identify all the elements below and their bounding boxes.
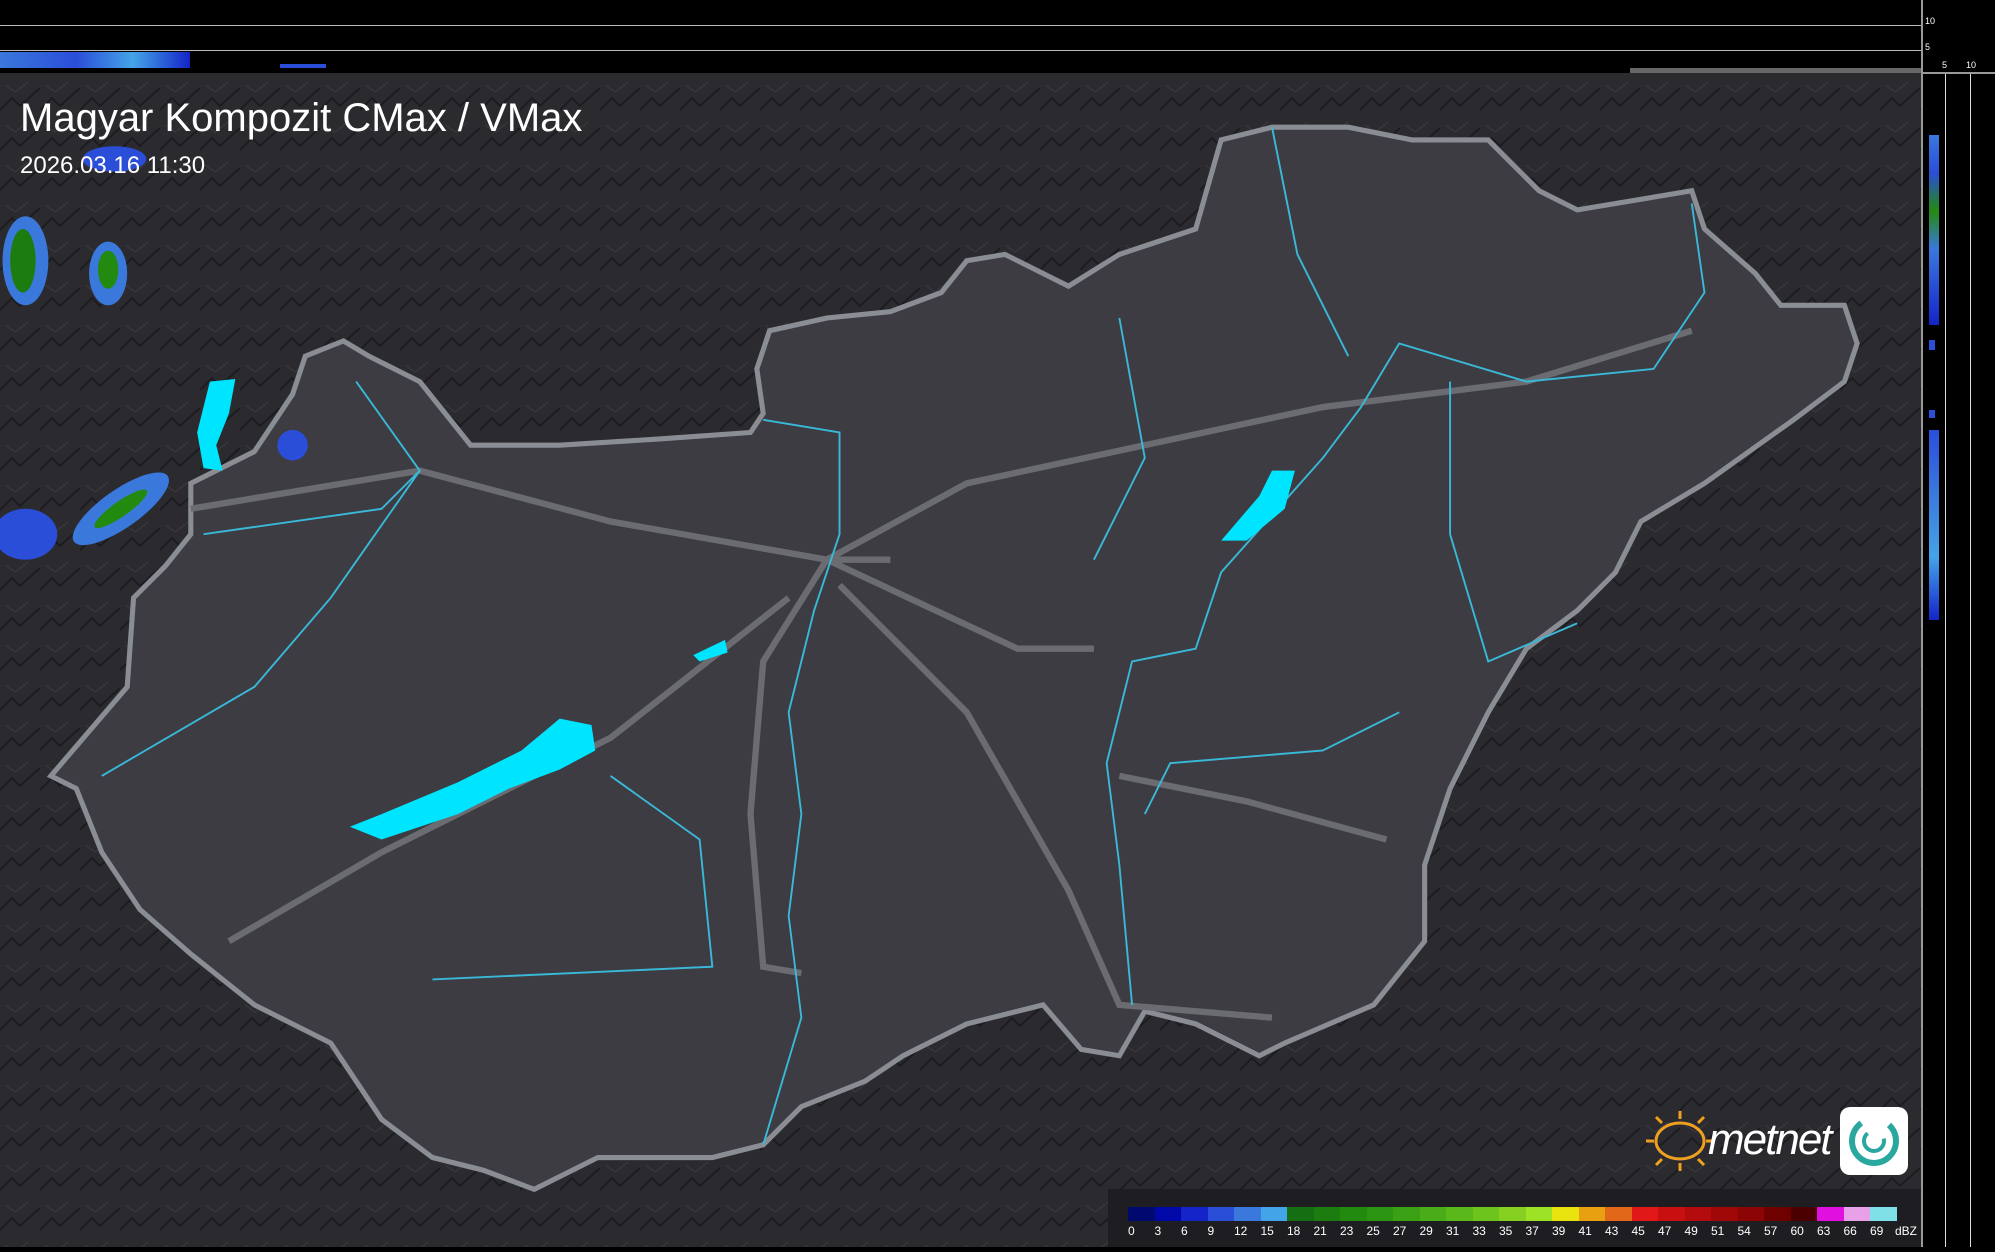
legend-label: 69 bbox=[1870, 1224, 1884, 1238]
legend-swatch bbox=[1340, 1207, 1367, 1221]
legend-label: 27 bbox=[1393, 1224, 1407, 1238]
legend-label: 12 bbox=[1234, 1224, 1248, 1238]
legend-label: 6 bbox=[1181, 1224, 1188, 1238]
legend-swatch bbox=[1181, 1207, 1208, 1221]
horizontal-tick-5: 5 bbox=[1942, 60, 1948, 70]
lake-neusiedl bbox=[197, 379, 236, 471]
legend-label: 0 bbox=[1128, 1224, 1135, 1238]
legend-label: 41 bbox=[1578, 1224, 1592, 1238]
legend-label: 63 bbox=[1817, 1224, 1831, 1238]
right-vertical-profile: 10 5 5 10 bbox=[1921, 0, 1995, 1247]
map-timestamp: 2026.03.16 11:30 bbox=[20, 152, 206, 179]
legend-label: 37 bbox=[1525, 1224, 1539, 1238]
legend-swatch bbox=[1446, 1207, 1473, 1221]
legend-swatch bbox=[1366, 1207, 1393, 1221]
legend-label: 35 bbox=[1499, 1224, 1513, 1238]
legend-swatch bbox=[1419, 1207, 1446, 1221]
legend-label: 9 bbox=[1207, 1224, 1215, 1238]
legend-label: 43 bbox=[1605, 1224, 1619, 1238]
legend-swatch bbox=[1658, 1207, 1685, 1221]
dbz-color-legend: 0 3 6 9 12 15 18 21 23 25 27 29 31 33 35 37 39 41 43 45 47 49… bbox=[1108, 1189, 1921, 1247]
vertical-tick-10: 10 bbox=[1925, 16, 1936, 26]
radar-echoes bbox=[0, 146, 308, 560]
map-svg bbox=[0, 73, 1921, 1247]
legend-swatch bbox=[1499, 1207, 1526, 1221]
legend-label: 25 bbox=[1366, 1224, 1380, 1238]
legend-label: 33 bbox=[1472, 1224, 1486, 1238]
legend-swatch bbox=[1764, 1207, 1791, 1221]
legend-swatch bbox=[1207, 1207, 1234, 1221]
legend-label: 29 bbox=[1419, 1224, 1433, 1238]
legend-swatch bbox=[1843, 1207, 1870, 1221]
legend-label: 51 bbox=[1711, 1224, 1725, 1238]
legend-labels: 0 3 6 9 12 15 18 21 23 25 27 29 31 33 35 37 39 41 43 45 47 49… bbox=[1128, 1224, 1897, 1238]
legend-swatch bbox=[1631, 1207, 1658, 1221]
legend-swatch bbox=[1287, 1207, 1314, 1221]
legend-label: 31 bbox=[1446, 1224, 1460, 1238]
hungary-outline bbox=[46, 124, 1860, 1193]
legend-swatch bbox=[1128, 1207, 1155, 1221]
legend-label: 49 bbox=[1684, 1224, 1698, 1238]
legend-label: 60 bbox=[1790, 1224, 1804, 1238]
legend-swatch bbox=[1525, 1207, 1552, 1221]
legend-swatch bbox=[1313, 1207, 1340, 1221]
legend-color-bar bbox=[1128, 1207, 1897, 1221]
legend-swatch bbox=[1605, 1207, 1632, 1221]
logo-text: metnet bbox=[1708, 1115, 1833, 1164]
top-vertical-profile bbox=[0, 0, 1921, 73]
legend-swatch bbox=[1260, 1207, 1287, 1221]
legend-swatch bbox=[1552, 1207, 1579, 1221]
lake-tisza bbox=[1221, 470, 1295, 541]
legend-label: 66 bbox=[1843, 1224, 1857, 1238]
legend-swatch bbox=[1790, 1207, 1817, 1221]
legend-swatch bbox=[1870, 1207, 1897, 1221]
rivers bbox=[101, 127, 1706, 1146]
lake-velence bbox=[693, 639, 728, 662]
legend-label: 39 bbox=[1552, 1224, 1566, 1238]
legend-swatch bbox=[1578, 1207, 1605, 1221]
sun-icon bbox=[1646, 1107, 1908, 1175]
legend-label: 15 bbox=[1260, 1224, 1274, 1238]
legend-unit: dBZ bbox=[1895, 1224, 1918, 1238]
legend-label: 21 bbox=[1313, 1224, 1327, 1238]
vertical-tick-5: 5 bbox=[1925, 42, 1931, 52]
legend-label: 57 bbox=[1764, 1224, 1778, 1238]
radar-map[interactable] bbox=[0, 73, 1921, 1247]
legend-swatch bbox=[1711, 1207, 1738, 1221]
legend-label: 18 bbox=[1287, 1224, 1301, 1238]
horizontal-tick-10: 10 bbox=[1966, 60, 1977, 70]
legend-swatch bbox=[1393, 1207, 1420, 1221]
legend-label: 45 bbox=[1631, 1224, 1645, 1238]
legend-swatch bbox=[1472, 1207, 1499, 1221]
legend-swatch bbox=[1234, 1207, 1261, 1221]
legend-label: 54 bbox=[1737, 1224, 1751, 1238]
legend-label: 3 bbox=[1154, 1224, 1162, 1238]
legend-label: 47 bbox=[1658, 1224, 1672, 1238]
legend-swatch bbox=[1684, 1207, 1711, 1221]
metnet-logo: metnet bbox=[1638, 1105, 1910, 1177]
lake-balaton bbox=[349, 718, 596, 840]
legend-swatch bbox=[1817, 1207, 1844, 1221]
legend-swatch bbox=[1737, 1207, 1764, 1221]
legend-label: 23 bbox=[1340, 1224, 1354, 1238]
map-title: Magyar Kompozit CMax / VMax bbox=[20, 96, 583, 140]
legend-swatch bbox=[1154, 1207, 1181, 1221]
